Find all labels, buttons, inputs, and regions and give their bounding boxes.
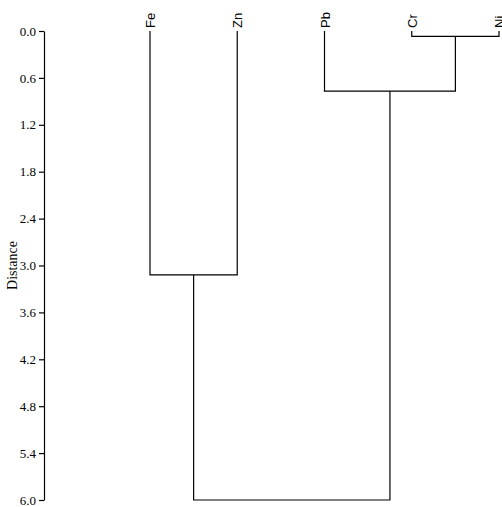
leaf-label: Cr <box>405 14 420 28</box>
dendrogram-link <box>194 91 390 500</box>
tick-label: 4.2 <box>20 352 36 367</box>
tick-label: 1.2 <box>20 117 36 132</box>
tick: 1.8 <box>20 164 44 179</box>
leaf-label: Pb <box>318 12 333 28</box>
tick-label: 6.0 <box>20 493 36 507</box>
tick-mark <box>39 31 44 32</box>
tick-label: 4.8 <box>20 399 36 414</box>
tick-label: 3.0 <box>20 258 36 273</box>
links <box>150 31 499 500</box>
tick-label: 3.6 <box>20 305 37 320</box>
tick-mark <box>39 265 44 266</box>
dendrogram-link <box>412 31 499 36</box>
tick-mark <box>39 500 44 501</box>
leaf-label: Ni <box>492 16 502 28</box>
tick: 4.8 <box>20 399 44 414</box>
tick-mark <box>39 219 44 220</box>
tick: 1.2 <box>20 117 44 132</box>
tick-label: 0.6 <box>20 71 37 86</box>
tick-mark <box>39 78 44 79</box>
tick-mark <box>39 453 44 454</box>
tick-label: 0.0 <box>20 24 36 39</box>
y-axis: 0.0 0.6 1.2 1.8 2.4 3.0 3.6 4.2 4.8 5.4 6.0 <box>20 24 45 507</box>
tick-mark <box>39 406 44 407</box>
axis-line <box>44 32 45 501</box>
tick-label: 2.4 <box>20 211 37 226</box>
tick: 6.0 <box>20 493 44 507</box>
tick: 5.4 <box>20 446 44 461</box>
tick-mark <box>39 125 44 126</box>
axis-title: Distance <box>5 241 20 290</box>
tick-mark <box>39 312 44 313</box>
tick: 2.4 <box>20 211 44 226</box>
tick: 4.2 <box>20 352 44 367</box>
tick: 0.0 <box>20 24 44 39</box>
dendrogram-link <box>150 31 237 275</box>
tick-mark <box>39 359 44 360</box>
leaf-label: Fe <box>143 13 158 28</box>
tick-mark <box>39 172 44 173</box>
chart: 0.0 0.6 1.2 1.8 2.4 3.0 3.6 4.2 4.8 5.4 6.0 Distanc… <box>0 0 502 507</box>
tick: 3.0 <box>20 258 44 273</box>
tick-label: 5.4 <box>20 446 37 461</box>
tick-label: 1.8 <box>20 164 36 179</box>
dendrogram-link <box>325 31 456 91</box>
tick: 3.6 <box>20 305 44 320</box>
tick: 0.6 <box>20 71 44 86</box>
leaf-label: Zn <box>230 13 245 28</box>
